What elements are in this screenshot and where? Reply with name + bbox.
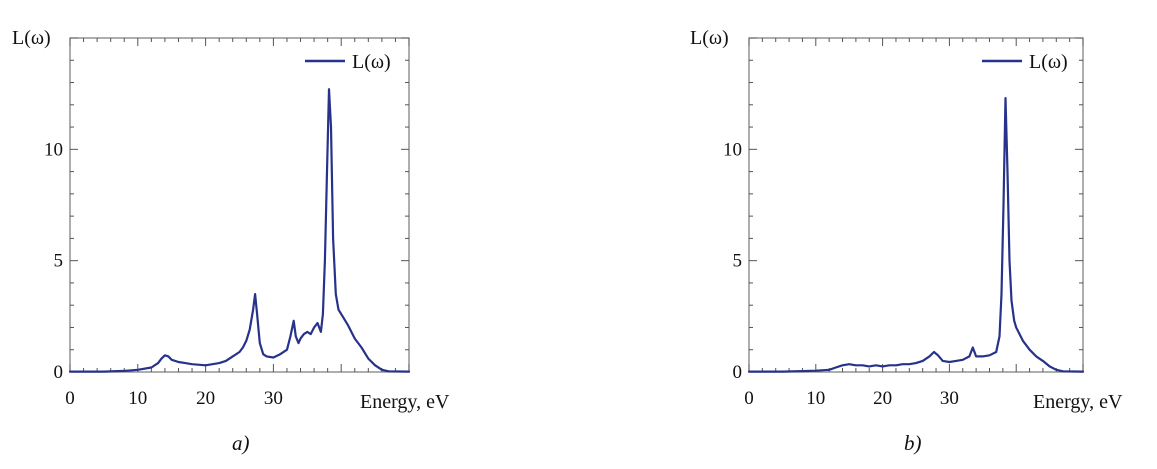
y-tick-label: 10 (44, 139, 63, 160)
y-tick-label: 0 (54, 362, 64, 383)
x-axis-label-b: Energy, eV (1033, 391, 1123, 413)
legend-b: L(ω) (982, 51, 1068, 73)
panel-label-a: a) (232, 431, 250, 455)
plot-frame-a (69, 37, 410, 373)
legend-a: L(ω) (305, 51, 391, 73)
series-line-a (68, 88, 411, 373)
tick-labels-a: 0 10 20 30 0 5 10 (44, 139, 283, 409)
x-tick-label: 10 (128, 388, 147, 409)
x-tick-label: 10 (806, 388, 825, 409)
x-tick-label: 0 (744, 388, 754, 409)
chart-panel-a: 0 10 20 30 0 5 10 L(ω) Energy, eV L(ω) a) (12, 27, 450, 455)
legend-label-b: L(ω) (1029, 51, 1068, 73)
ticks-a (69, 37, 410, 373)
chart-panel-b: 0 10 20 30 0 5 10 L(ω) Energy, eV L(ω) b) (690, 27, 1123, 455)
x-tick-label: 20 (873, 388, 892, 409)
x-tick-label: 30 (264, 388, 283, 409)
x-axis-label-a: Energy, eV (360, 391, 450, 413)
x-tick-label: 30 (940, 388, 959, 409)
y-tick-label: 5 (733, 251, 743, 272)
legend-label-a: L(ω) (352, 51, 391, 73)
panel-label-b: b) (904, 431, 922, 455)
y-tick-label: 10 (723, 139, 742, 160)
y-axis-label-b: L(ω) (690, 27, 729, 49)
plot-frame-b (748, 37, 1084, 373)
tick-labels-b: 0 10 20 30 0 5 10 (723, 139, 959, 409)
y-tick-label: 5 (54, 251, 64, 272)
y-axis-label-a: L(ω) (12, 27, 51, 49)
series-line-b (747, 97, 1085, 373)
y-tick-label: 0 (733, 362, 743, 383)
ticks-b (748, 37, 1084, 373)
x-tick-label: 0 (65, 388, 75, 409)
x-tick-label: 20 (196, 388, 215, 409)
